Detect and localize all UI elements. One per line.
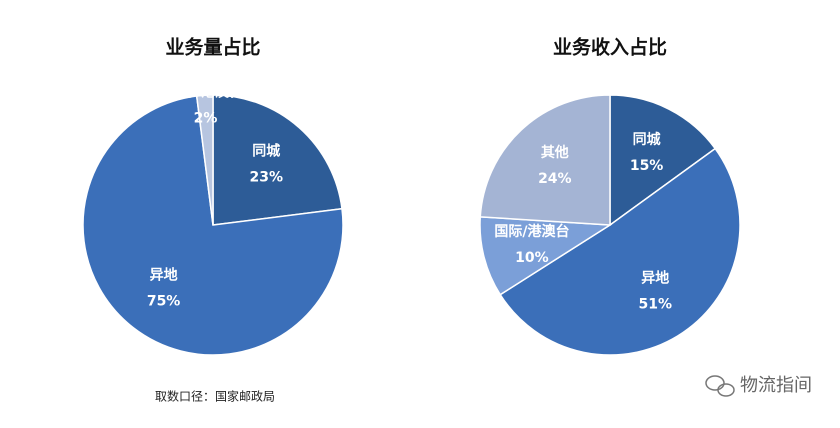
watermark: 物流指间: [740, 375, 812, 396]
slice-value-label: 10%: [515, 250, 549, 266]
slice-value-label: 24%: [538, 171, 572, 187]
pie-slice: [479, 94, 611, 226]
source-note: 取数口径：国家邮政局: [155, 389, 275, 404]
slice-value-label: 2%: [194, 111, 218, 127]
slice-value-label: 23%: [250, 170, 284, 186]
slice-label: 其他: [541, 144, 569, 161]
pie-slice: [479, 216, 613, 296]
pie-slice: [499, 147, 741, 356]
chart-title: 业务量占比: [165, 36, 260, 59]
pie-slice: [195, 94, 214, 226]
slice-label: 异地: [150, 267, 178, 284]
slice-label: 国际/港澳台: [168, 84, 243, 101]
slice-label: 异地: [641, 270, 669, 287]
slice-value-label: 15%: [630, 158, 664, 174]
chart-title: 业务收入占比: [553, 36, 667, 59]
slice-label: 同城: [633, 131, 661, 148]
pie-slice: [82, 95, 344, 356]
slice-label: 国际/港澳台: [494, 223, 569, 240]
slice-value-label: 75%: [147, 294, 181, 310]
slice-label: 同城: [252, 143, 280, 160]
pie-slice: [212, 94, 343, 226]
pie-slice: [609, 94, 717, 227]
slice-value-label: 51%: [639, 297, 673, 313]
wechat-icon: [705, 375, 735, 397]
